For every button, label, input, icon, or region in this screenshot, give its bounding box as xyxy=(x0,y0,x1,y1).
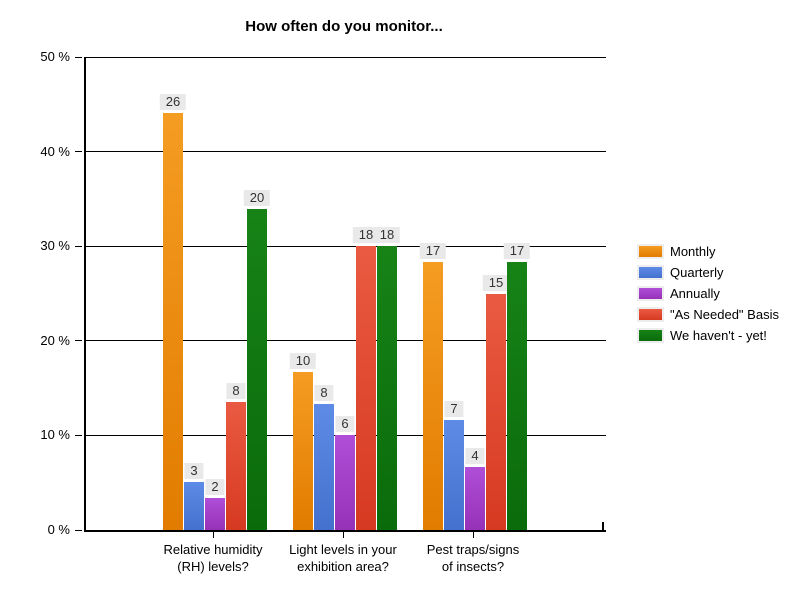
y-axis-tick xyxy=(75,151,82,153)
legend-label: Monthly xyxy=(670,243,716,259)
bar-value-label: 26 xyxy=(159,94,187,111)
legend-item: "As Needed" Basis xyxy=(637,306,779,322)
legend-swatch-icon xyxy=(637,243,664,259)
bar xyxy=(465,466,485,530)
legend-label: We haven't - yet! xyxy=(670,327,767,343)
bar xyxy=(356,246,376,530)
legend-item: Monthly xyxy=(637,243,779,259)
bar xyxy=(335,435,355,530)
bar-value-label: 18 xyxy=(373,227,401,244)
gridline xyxy=(86,434,606,436)
bar-value-label: 7 xyxy=(444,400,464,417)
gridline xyxy=(86,56,606,58)
y-axis-tick xyxy=(75,340,82,342)
gridline xyxy=(86,151,606,153)
gridline xyxy=(86,340,606,342)
y-axis-label: 30 % xyxy=(40,238,70,254)
legend-item: Quarterly xyxy=(637,264,779,280)
legend-swatch-icon xyxy=(637,285,664,301)
bar xyxy=(205,497,225,530)
bar xyxy=(184,481,204,530)
bar xyxy=(377,246,397,530)
x-axis-label: Pest traps/signs of insects? xyxy=(426,542,520,574)
legend-swatch-icon xyxy=(637,264,664,280)
legend-label: "As Needed" Basis xyxy=(670,306,779,322)
x-axis-tick xyxy=(473,532,474,538)
x-axis-end-tick xyxy=(602,522,604,530)
legend-item: We haven't - yet! xyxy=(637,327,779,343)
bar-value-label: 17 xyxy=(419,242,447,259)
bar-value-label: 4 xyxy=(465,447,485,464)
chart-title: How often do you monitor... xyxy=(245,18,443,35)
plot-area: 26 3 2 8 20 10 8 6 18 18 17 7 4 15 17 xyxy=(84,56,606,532)
bar xyxy=(226,401,246,530)
legend-swatch-icon xyxy=(637,327,664,343)
y-axis-label: 20 % xyxy=(40,332,70,348)
legend-label: Quarterly xyxy=(670,264,724,280)
gridline xyxy=(86,245,606,247)
y-axis-label: 40 % xyxy=(40,143,70,159)
bar-value-label: 20 xyxy=(243,190,271,207)
bar xyxy=(486,293,506,530)
bar-value-label: 18 xyxy=(352,227,380,244)
legend-label: Annually xyxy=(670,285,720,301)
x-axis-tick xyxy=(213,532,214,538)
y-axis-label: 10 % xyxy=(40,427,70,443)
bar-value-label: 8 xyxy=(314,384,334,401)
x-axis-label: Relative humidity (RH) levels? xyxy=(163,542,263,574)
bar-value-label: 15 xyxy=(482,274,510,291)
bar-value-label: 17 xyxy=(503,242,531,259)
x-axis-tick xyxy=(343,532,344,538)
bar-value-label: 3 xyxy=(184,462,204,479)
bar xyxy=(423,261,443,530)
bar-value-label: 10 xyxy=(289,353,317,370)
bar xyxy=(293,372,313,530)
legend-item: Annually xyxy=(637,285,779,301)
bar xyxy=(314,403,334,530)
y-axis-tick xyxy=(75,434,82,436)
bar xyxy=(444,419,464,530)
bar-value-label: 6 xyxy=(335,416,355,433)
y-axis-tick xyxy=(75,529,82,531)
y-axis-tick xyxy=(75,245,82,247)
y-axis-label: 50 % xyxy=(40,49,70,64)
bar-value-label: 8 xyxy=(226,382,246,399)
legend: Monthly Quarterly Annually "As Needed" Basi… xyxy=(637,243,779,348)
y-axis-label: 0 % xyxy=(47,522,70,537)
bar xyxy=(507,261,527,530)
x-axis-label: Light levels in your exhibition area? xyxy=(289,542,397,574)
bar xyxy=(247,209,267,530)
bar xyxy=(163,113,183,530)
bar-value-label: 2 xyxy=(205,478,225,495)
legend-swatch-icon xyxy=(637,306,664,322)
y-axis-tick xyxy=(75,56,82,58)
